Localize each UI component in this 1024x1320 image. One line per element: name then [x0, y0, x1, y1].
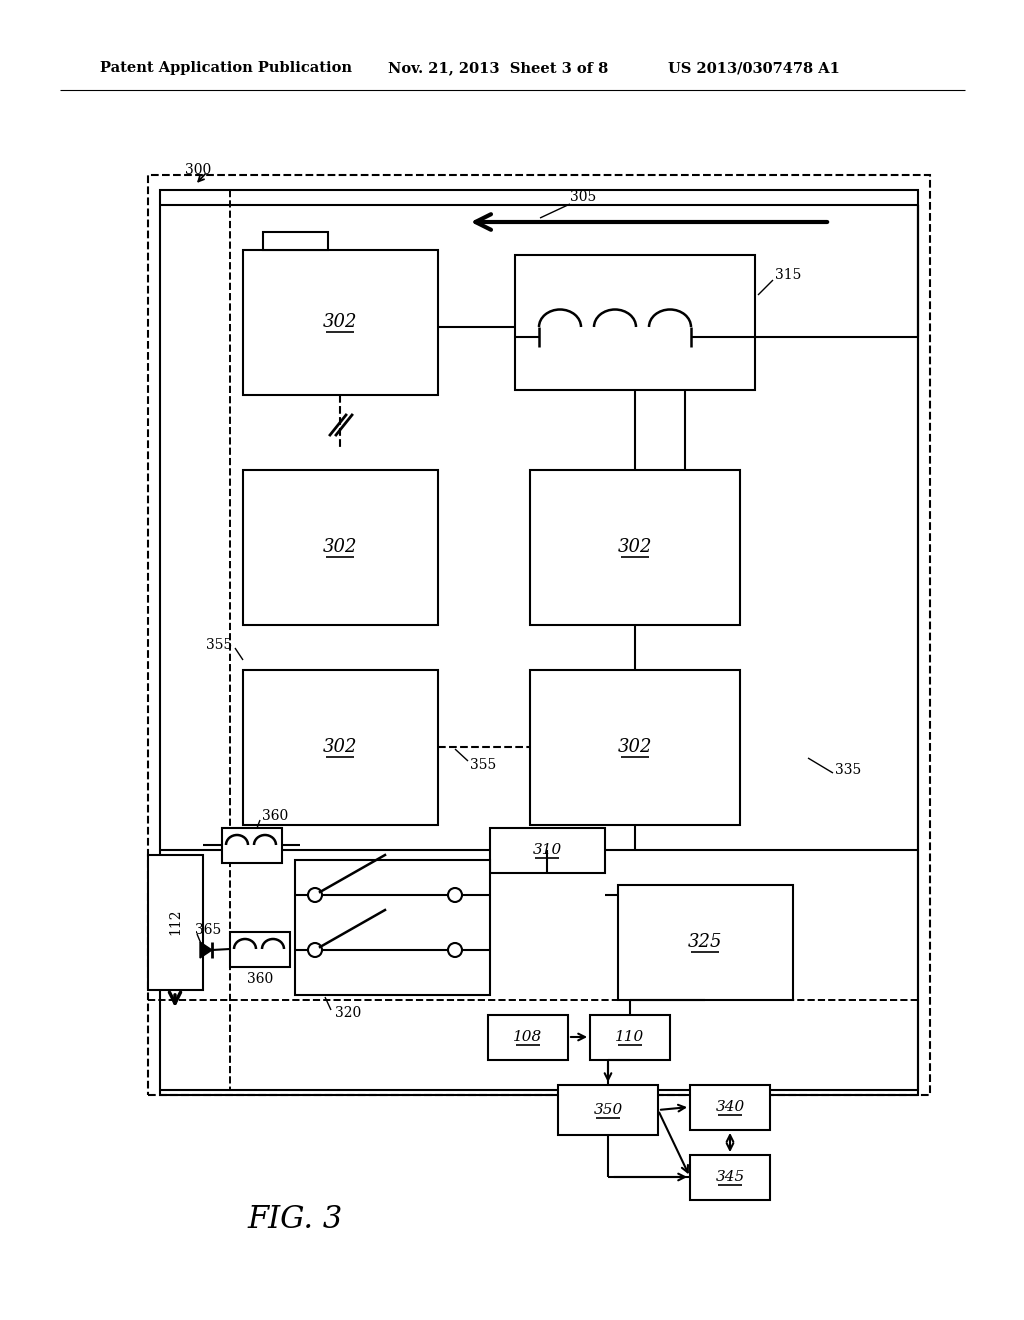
Circle shape — [449, 942, 462, 957]
Bar — [148, 855, 203, 990]
Text: 302: 302 — [617, 539, 652, 556]
Bar — [558, 1085, 658, 1135]
Bar — [243, 249, 438, 395]
Text: Nov. 21, 2013  Sheet 3 of 8: Nov. 21, 2013 Sheet 3 of 8 — [388, 61, 608, 75]
Bar — [148, 176, 930, 1096]
Bar — [530, 671, 740, 825]
Circle shape — [308, 888, 322, 902]
Text: US 2013/0307478 A1: US 2013/0307478 A1 — [668, 61, 840, 75]
Bar — [160, 190, 918, 1096]
Bar — [618, 884, 793, 1001]
Text: 300: 300 — [185, 162, 211, 177]
Bar — [530, 470, 740, 624]
Bar — [222, 828, 282, 863]
Bar — [230, 932, 290, 968]
Text: 302: 302 — [323, 738, 357, 756]
Bar — [515, 255, 755, 389]
Text: 355: 355 — [470, 758, 497, 772]
Text: 355: 355 — [206, 638, 232, 652]
Text: 302: 302 — [617, 738, 652, 756]
Text: Patent Application Publication: Patent Application Publication — [100, 61, 352, 75]
Bar — [590, 1015, 670, 1060]
Text: 302: 302 — [323, 539, 357, 556]
Text: 340: 340 — [716, 1100, 744, 1114]
Text: 108: 108 — [513, 1030, 543, 1044]
Text: 112: 112 — [168, 908, 182, 936]
Polygon shape — [200, 942, 212, 958]
Bar — [243, 671, 438, 825]
Text: 345: 345 — [716, 1170, 744, 1184]
Text: 305: 305 — [570, 190, 596, 205]
Bar — [690, 1085, 770, 1130]
Text: 315: 315 — [775, 268, 802, 282]
Text: 365: 365 — [195, 923, 221, 937]
Text: FIG. 3: FIG. 3 — [248, 1204, 343, 1236]
Text: 360: 360 — [247, 972, 273, 986]
Bar — [263, 232, 328, 249]
Text: 302: 302 — [323, 313, 357, 331]
Bar — [295, 861, 490, 995]
Bar — [243, 470, 438, 624]
Circle shape — [449, 888, 462, 902]
Text: 350: 350 — [593, 1104, 623, 1117]
Text: 325: 325 — [688, 933, 722, 950]
Text: 335: 335 — [835, 763, 861, 777]
Text: 310: 310 — [532, 843, 561, 857]
Text: 320: 320 — [335, 1006, 361, 1020]
Text: 360: 360 — [262, 809, 288, 822]
Bar — [488, 1015, 568, 1060]
Circle shape — [308, 942, 322, 957]
Bar — [490, 828, 605, 873]
Text: 110: 110 — [615, 1030, 645, 1044]
Bar — [690, 1155, 770, 1200]
